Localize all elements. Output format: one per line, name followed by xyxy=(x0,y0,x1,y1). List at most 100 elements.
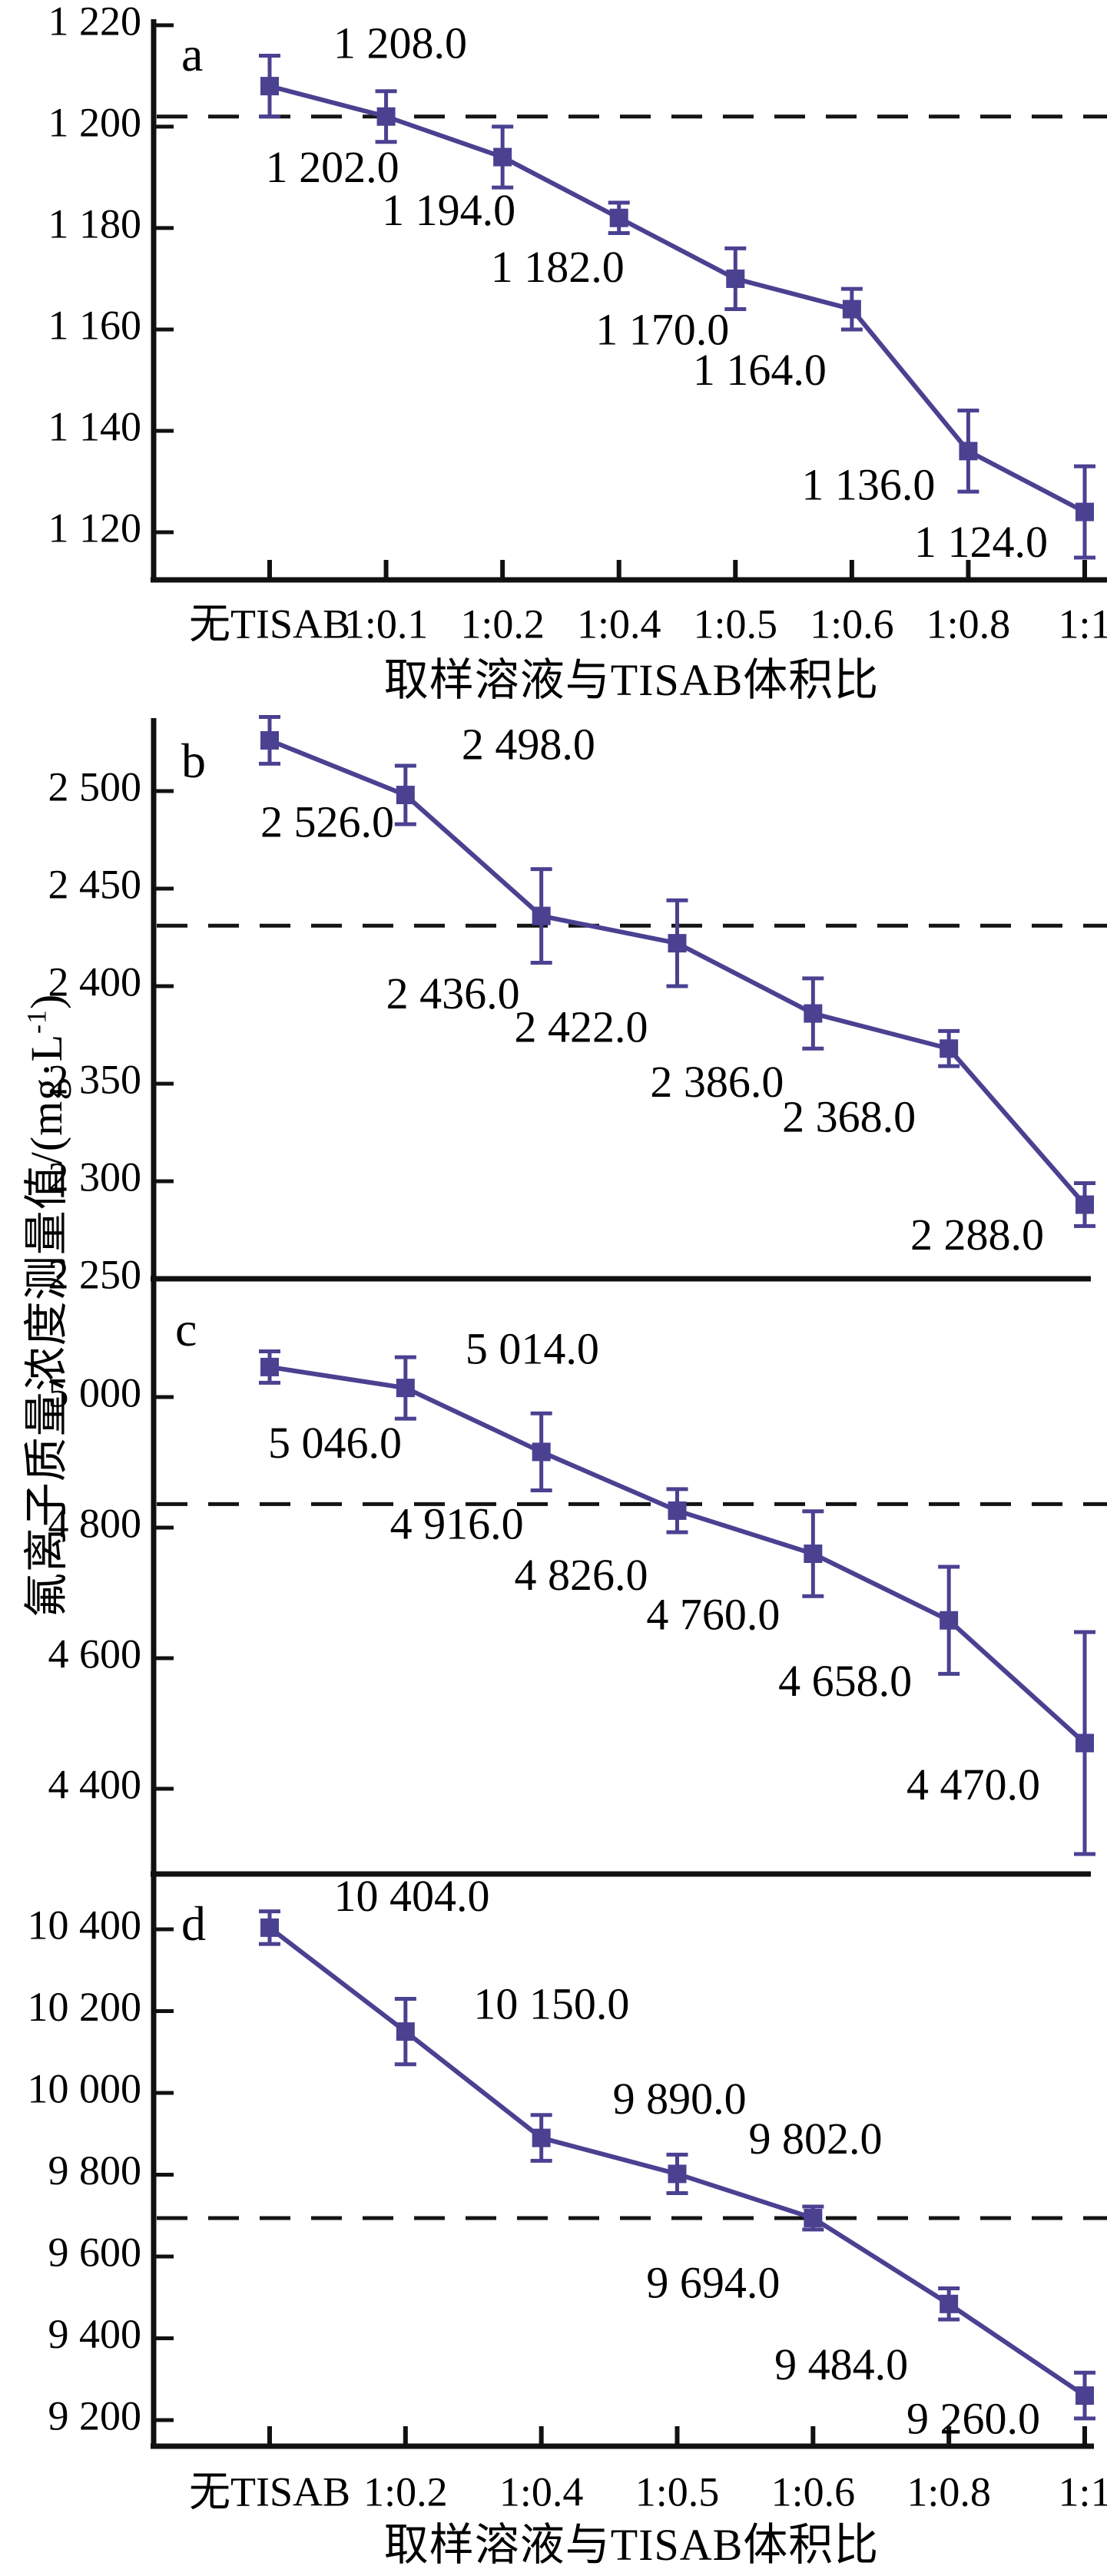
panel-b-letter: b xyxy=(181,733,206,788)
panel-a-marker-7 xyxy=(1076,502,1094,521)
panel-c-ytick-label-2: 4 600 xyxy=(48,1631,142,1677)
panel-a-xtick-label-2: 1:0.2 xyxy=(460,601,545,647)
panel-b-ytick-label-2: 2 400 xyxy=(48,959,142,1005)
panel-c-marker-1 xyxy=(396,1379,415,1398)
panel-d-point-label-6: 9 260.0 xyxy=(906,2393,1040,2443)
panel-a-xtick-label-0: 无TISAB xyxy=(189,601,350,647)
panel-d-point-label-1: 10 150.0 xyxy=(473,1978,629,2028)
panel-b-point-label-6: 2 288.0 xyxy=(910,1210,1044,1260)
panel-d-point-label-0: 10 404.0 xyxy=(334,1871,490,1921)
panel-c-ytick-label-0: 5 000 xyxy=(48,1369,142,1415)
panel-c-point-label-3: 4 826.0 xyxy=(515,1550,648,1600)
panel-a-ytick-label-0: 1 220 xyxy=(48,0,142,44)
panel-c-point-label-6: 4 470.0 xyxy=(906,1760,1040,1809)
y-axis-title: 氟离子质量浓度测量值/(mg·L-1) xyxy=(10,994,75,1618)
panel-b-ytick-label-5: 2 250 xyxy=(48,1251,142,1297)
panel-d-ytick-label-5: 9 400 xyxy=(48,2311,142,2357)
panel-c-marker-2 xyxy=(532,1442,551,1462)
panel-a-marker-6 xyxy=(959,442,978,461)
panel-b-point-label-5: 2 368.0 xyxy=(782,1092,916,1142)
panel-b-ytick-label-4: 2 300 xyxy=(48,1154,142,1200)
panel-a-point-label-6: 1 136.0 xyxy=(801,460,935,510)
panel-a-point-label-0: 1 208.0 xyxy=(333,18,467,68)
panel-a-xtick-label-1: 1:0.1 xyxy=(344,601,429,647)
panel-c-ytick-label-3: 4 400 xyxy=(48,1761,142,1807)
panel-a-xtick-label-3: 1:0.4 xyxy=(577,601,661,647)
panel-b-point-label-4: 2 386.0 xyxy=(650,1057,784,1107)
panel-a-ytick-label-4: 1 140 xyxy=(48,403,142,449)
panel-b-marker-4 xyxy=(804,1004,823,1023)
panel-b-marker-5 xyxy=(940,1039,959,1058)
y-axis-title-superscript: -1 xyxy=(21,1009,52,1034)
panel-d-ytick-label-4: 9 600 xyxy=(48,2229,142,2275)
y-axis-title-suffix: ) xyxy=(22,993,71,1010)
panel-d-ytick-label-1: 10 200 xyxy=(28,1984,142,2030)
panel-d-marker-4 xyxy=(804,2208,823,2227)
panel-d-ytick-label-0: 10 400 xyxy=(28,1902,142,1948)
panel-a-xtick-label-7: 1:1 xyxy=(1058,601,1107,647)
panel-d-xtick-label-2: 1:0.4 xyxy=(499,2468,584,2515)
panel-d-xtick-label-4: 1:0.6 xyxy=(771,2468,856,2515)
panel-a-point-label-5: 1 164.0 xyxy=(693,345,827,395)
panel-a-marker-1 xyxy=(376,107,396,126)
panel-c-marker-5 xyxy=(940,1611,959,1630)
panel-b-point-label-2: 2 436.0 xyxy=(386,968,520,1018)
panel-c-marker-0 xyxy=(260,1357,279,1376)
panel-d-marker-6 xyxy=(1076,2386,1094,2405)
panel-b-marker-6 xyxy=(1076,1195,1094,1214)
panel-a-marker-0 xyxy=(260,77,279,96)
panel-b-ytick-label-1: 2 450 xyxy=(48,861,142,907)
panel-c-marker-6 xyxy=(1076,1733,1094,1753)
panel-d-xtick-label-3: 1:0.5 xyxy=(635,2468,720,2515)
panel-b-marker-3 xyxy=(668,934,687,953)
panel-d-marker-3 xyxy=(668,2164,687,2184)
panel-b-point-label-3: 2 422.0 xyxy=(515,1002,648,1051)
panel-d-xtick-label-0: 无TISAB xyxy=(189,2468,350,2515)
panel-b-marker-0 xyxy=(260,730,279,750)
panel-c-ytick-label-1: 4 800 xyxy=(48,1500,142,1546)
panel-a-point-label-7: 1 124.0 xyxy=(914,517,1048,567)
panel-a-ytick-label-3: 1 160 xyxy=(48,302,142,348)
panel-b-marker-2 xyxy=(532,906,551,925)
panel-d-point-label-3: 9 802.0 xyxy=(749,2114,883,2164)
x-axis-title-panel-a: 取样溶液与TISAB体积比 xyxy=(383,655,880,705)
panel-d-ytick-label-2: 10 000 xyxy=(28,2065,142,2111)
panel-b-marker-1 xyxy=(396,786,415,805)
panel-d-point-label-5: 9 484.0 xyxy=(774,2339,908,2389)
panel-a-ytick-label-1: 1 200 xyxy=(48,99,142,145)
panel-a-point-label-3: 1 182.0 xyxy=(491,242,625,292)
panel-d-ytick-label-6: 9 200 xyxy=(48,2392,142,2439)
panel-d-xtick-label-5: 1:0.8 xyxy=(906,2468,991,2515)
y-axis-title-text: 氟离子质量浓度测量值/(mg·L xyxy=(22,1033,71,1618)
panel-a-point-label-4: 1 170.0 xyxy=(595,304,729,354)
panel-d-marker-1 xyxy=(396,2022,415,2041)
panel-b-point-label-0: 2 526.0 xyxy=(260,796,394,846)
panel-a-point-label-1: 1 202.0 xyxy=(266,142,399,192)
panel-a-xtick-label-6: 1:0.8 xyxy=(926,601,1011,647)
panel-a-xtick-label-4: 1:0.5 xyxy=(694,601,778,647)
panel-c-point-label-2: 4 916.0 xyxy=(390,1499,524,1549)
x-axis-title-panel-d: 取样溶液与TISAB体积比 xyxy=(383,2520,880,2570)
panel-b-ytick-label-3: 2 350 xyxy=(48,1056,142,1102)
panel-d-letter: d xyxy=(181,1896,206,1951)
panel-c-point-label-5: 4 658.0 xyxy=(778,1656,912,1706)
panel-d-point-label-4: 9 694.0 xyxy=(646,2257,780,2307)
panel-c-marker-3 xyxy=(668,1501,687,1520)
panel-a-ytick-label-5: 1 120 xyxy=(48,505,142,551)
panel-d-marker-5 xyxy=(940,2294,959,2313)
panel-a-point-label-2: 1 194.0 xyxy=(382,185,515,235)
panel-c-point-label-0: 5 046.0 xyxy=(268,1418,402,1468)
panel-d-marker-2 xyxy=(532,2128,551,2147)
panel-b-point-label-1: 2 498.0 xyxy=(462,719,595,769)
panel-c-point-label-4: 4 760.0 xyxy=(646,1589,780,1639)
panel-a-marker-5 xyxy=(842,300,861,319)
panel-a-letter: a xyxy=(181,27,203,81)
panel-a-xtick-label-5: 1:0.6 xyxy=(810,601,894,647)
panel-a-series-line xyxy=(269,84,1086,515)
panel-b-ytick-label-0: 2 500 xyxy=(48,763,142,810)
panel-d-xtick-label-6: 1:1 xyxy=(1058,2468,1107,2515)
panel-d-ytick-label-3: 9 800 xyxy=(48,2147,142,2194)
panel-a-ytick-label-2: 1 180 xyxy=(48,200,142,247)
panel-c-point-label-1: 5 014.0 xyxy=(466,1323,599,1373)
